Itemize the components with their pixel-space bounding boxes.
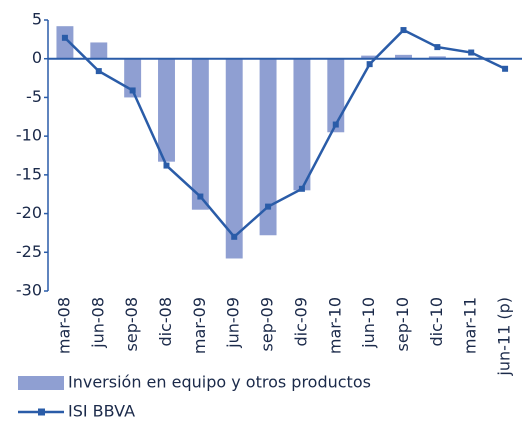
bar xyxy=(90,42,108,59)
x-tick-label: mar-10 xyxy=(325,297,344,354)
y-tick-label: -5 xyxy=(26,87,42,106)
point xyxy=(231,233,238,240)
x-tick-label: jun-09 xyxy=(224,297,243,349)
legend-label: Inversión en equipo y otros productos xyxy=(68,373,371,392)
bar xyxy=(395,54,412,59)
bar xyxy=(293,58,311,191)
x-tick-label: mar-08 xyxy=(54,297,73,354)
line xyxy=(64,28,506,239)
x-tick-label: dic-09 xyxy=(291,297,310,347)
point xyxy=(163,162,170,169)
legend-label: ISI BBVA xyxy=(68,402,135,421)
x-tick-label: dic-10 xyxy=(427,297,446,347)
y-tick-label: -15 xyxy=(16,164,42,183)
point xyxy=(197,193,204,200)
x-tick-label: mar-11 xyxy=(461,297,480,354)
point xyxy=(61,34,68,41)
bar xyxy=(361,55,379,59)
x-tick-label: dic-08 xyxy=(156,297,175,347)
x-tick-label: jun-11 (p) xyxy=(495,297,514,377)
point xyxy=(298,185,305,192)
bar xyxy=(56,26,74,59)
point xyxy=(434,44,441,51)
point xyxy=(332,121,339,128)
x-tick-label: sep-10 xyxy=(393,297,412,351)
y-tick-label: -30 xyxy=(16,281,42,300)
point xyxy=(129,87,136,94)
x-tick-label: mar-09 xyxy=(190,297,209,354)
bar xyxy=(191,58,209,210)
point xyxy=(468,49,475,56)
point xyxy=(400,27,407,34)
bar xyxy=(158,58,175,162)
x-tick-label: sep-08 xyxy=(122,297,141,351)
legend-swatch xyxy=(38,408,45,416)
point xyxy=(502,65,509,72)
x-tick-label: jun-10 xyxy=(359,297,378,349)
y-tick-label: -10 xyxy=(16,126,42,145)
y-tick-label: 0 xyxy=(32,48,42,67)
point xyxy=(366,61,373,68)
bar xyxy=(327,58,345,133)
x-tick-label: jun-08 xyxy=(88,297,107,349)
y-tick-label: -25 xyxy=(16,242,42,261)
y-tick-label: -20 xyxy=(16,203,42,222)
bar xyxy=(259,58,277,236)
bar xyxy=(428,56,446,59)
y-tick-label: 5 xyxy=(32,10,42,29)
point xyxy=(265,203,272,210)
x-tick-label: sep-09 xyxy=(258,297,277,351)
bar xyxy=(225,58,243,259)
legend-swatch xyxy=(18,376,64,390)
point xyxy=(95,68,102,75)
